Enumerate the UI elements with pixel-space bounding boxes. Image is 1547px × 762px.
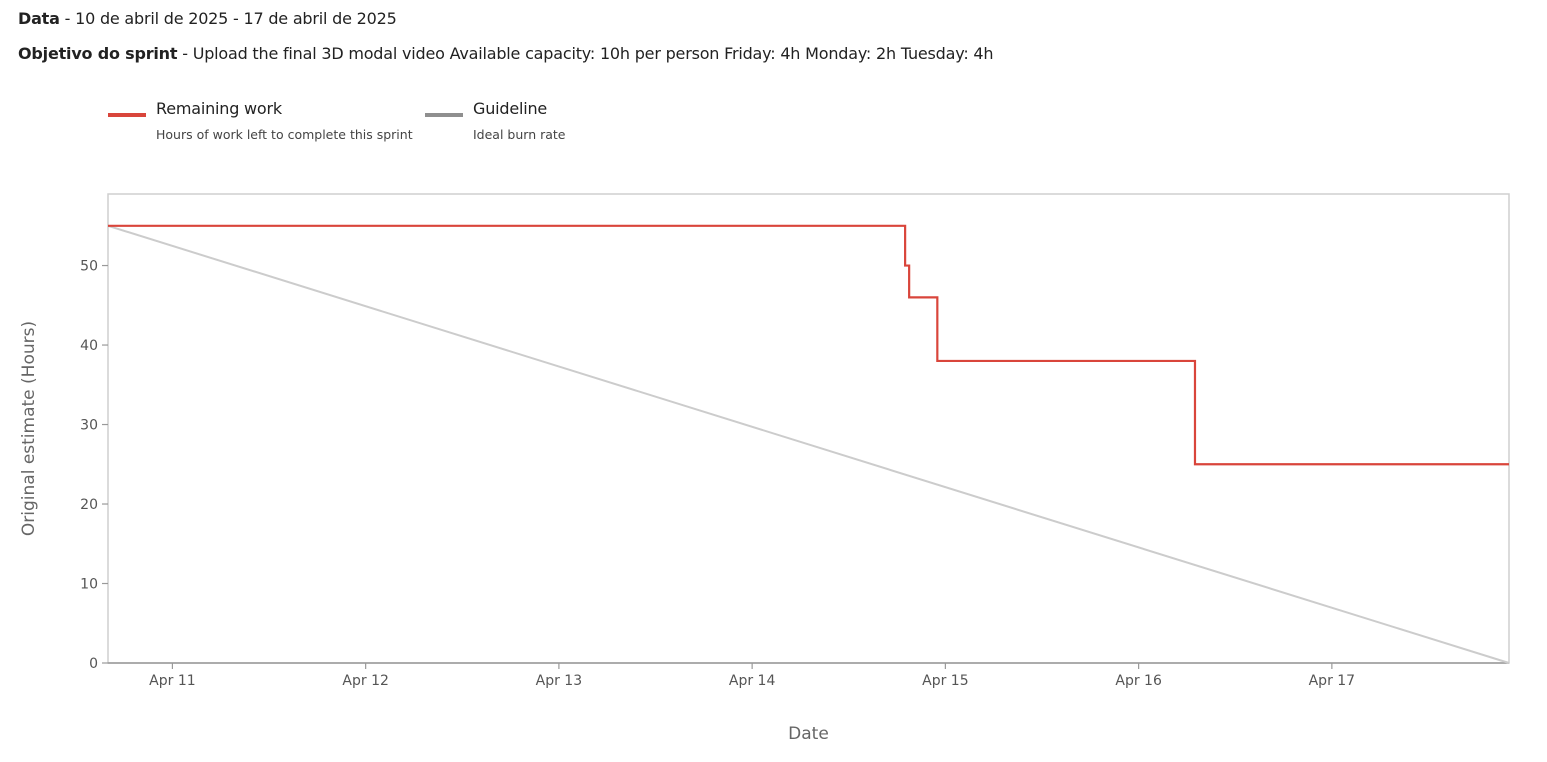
sprint-goal-line: Objetivo do sprint - Upload the final 3D… bbox=[18, 44, 994, 63]
series-line-guideline[interactable] bbox=[107, 224, 1510, 664]
legend-title-remaining-work: Remaining work bbox=[156, 99, 282, 118]
sprint-date-separator: - bbox=[59, 9, 76, 28]
x-tick-label: Apr 13 bbox=[536, 673, 582, 689]
x-tick-label: Apr 14 bbox=[729, 673, 776, 689]
sprint-goal-label: Objetivo do sprint bbox=[18, 44, 178, 63]
x-tick-label: Apr 17 bbox=[1309, 673, 1355, 689]
sprint-date-line: Data - 10 de abril de 2025 - 17 de abril… bbox=[18, 9, 397, 28]
sprint-date-range: 10 de abril de 2025 - 17 de abril de 202… bbox=[75, 9, 397, 28]
y-tick-label: 30 bbox=[80, 418, 98, 434]
x-axis: Apr 11 Apr 12 Apr 13 Apr 14 Apr 15 Apr 16 Apr … bbox=[149, 663, 1355, 689]
legend-description-guideline: Ideal burn rate bbox=[473, 127, 566, 142]
y-tick-label: 10 bbox=[80, 577, 98, 593]
y-tick-label: 40 bbox=[80, 338, 98, 354]
x-tick-label: Apr 16 bbox=[1115, 673, 1162, 689]
legend-swatch-remaining-work bbox=[108, 113, 146, 117]
plot-area bbox=[107, 193, 1510, 664]
sprint-goal-text: Upload the final 3D modal video Availabl… bbox=[192, 44, 994, 63]
series-line-remaining-work[interactable] bbox=[108, 224, 1509, 466]
y-tick-label: 50 bbox=[80, 259, 98, 275]
legend-title-guideline: Guideline bbox=[473, 99, 548, 118]
x-tick-label: Apr 11 bbox=[149, 673, 195, 689]
legend-description-remaining-work: Hours of work left to complete this spri… bbox=[156, 127, 413, 142]
sprint-goal-separator: - bbox=[177, 44, 193, 63]
x-tick-label: Apr 15 bbox=[922, 673, 968, 689]
x-tick-label: Apr 12 bbox=[342, 673, 388, 689]
y-tick-label: 0 bbox=[89, 656, 98, 672]
y-axis-title: Original estimate (Hours) bbox=[19, 321, 39, 536]
series-layer bbox=[107, 224, 1510, 664]
sprint-date-label: Data bbox=[18, 9, 60, 28]
y-tick-label: 20 bbox=[80, 497, 98, 513]
legend-swatch-guideline bbox=[425, 113, 463, 117]
y-axis: 0 10 20 30 40 50 bbox=[80, 259, 108, 672]
x-axis-title: Date bbox=[788, 724, 829, 744]
